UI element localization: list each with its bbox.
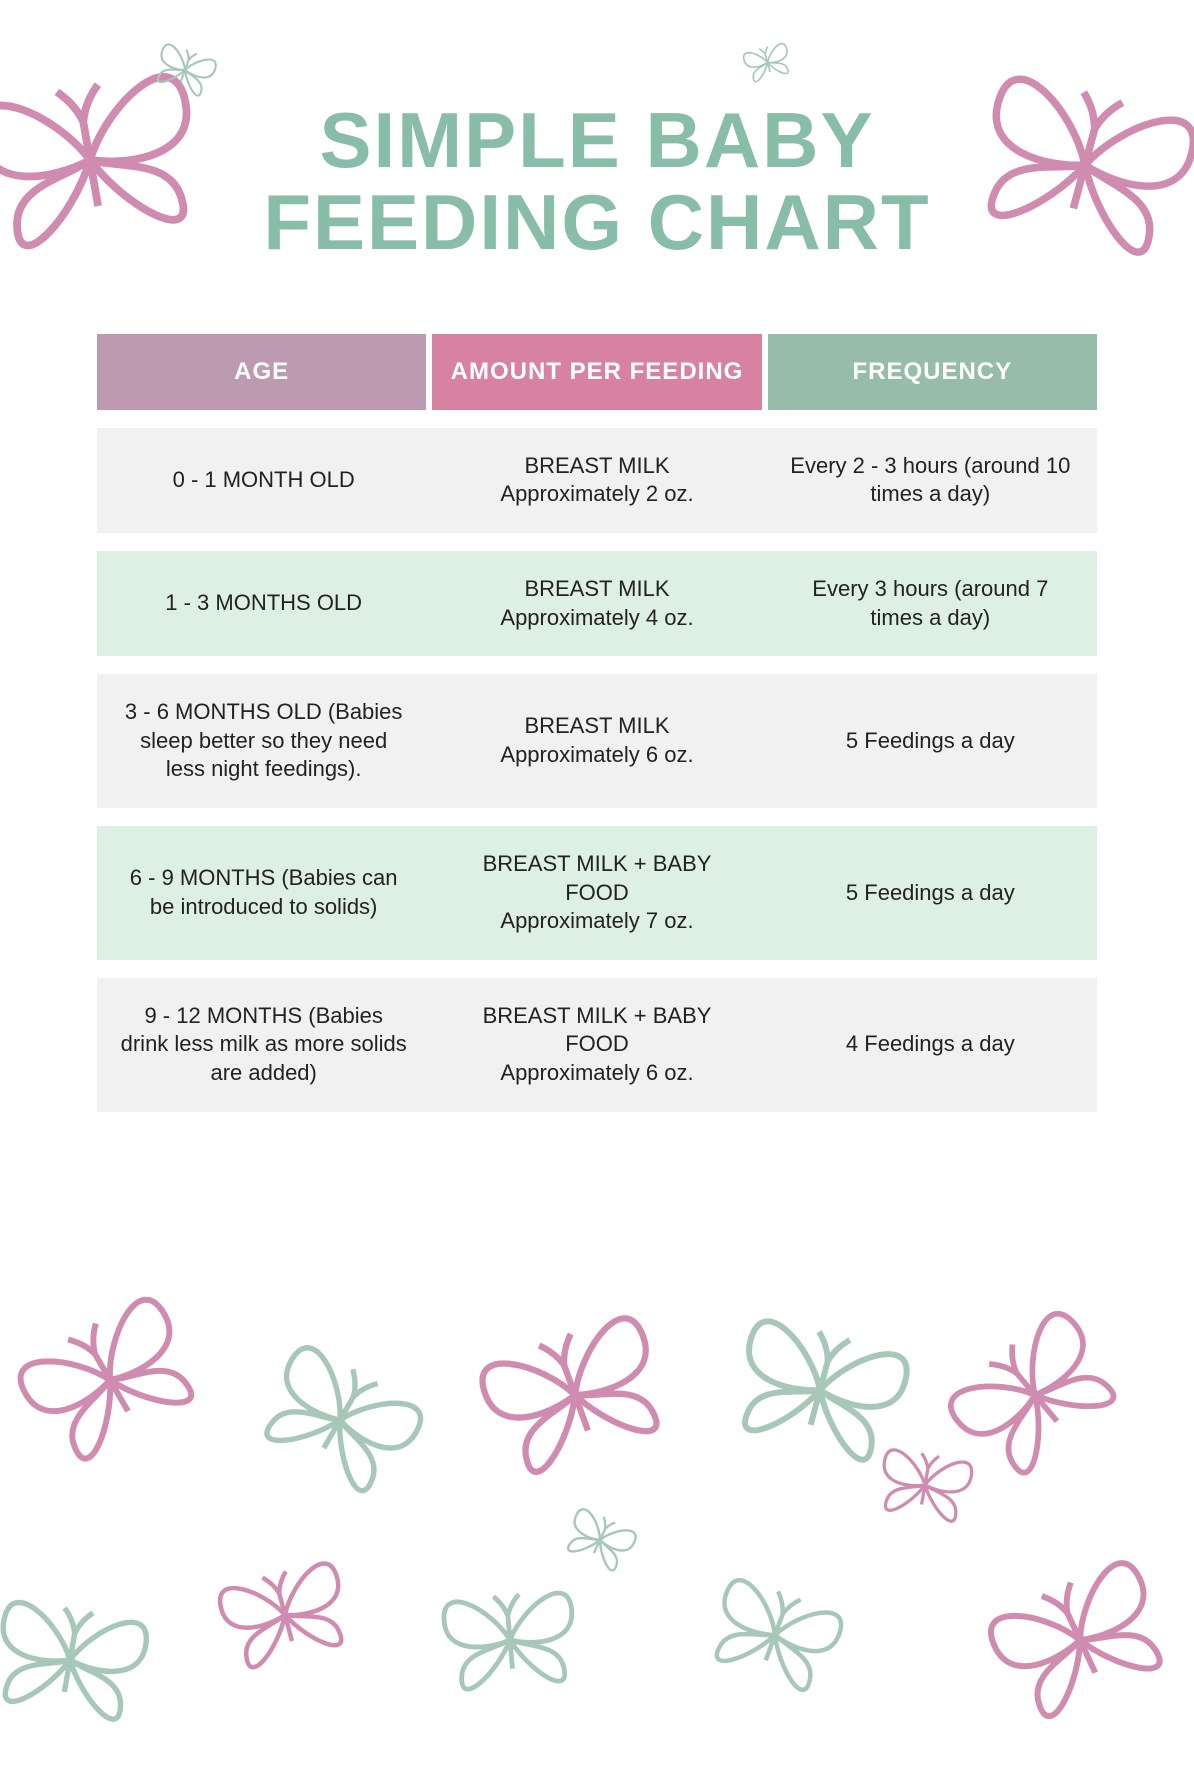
table-body: 0 - 1 MONTH OLDBREAST MILK Approximately…: [97, 428, 1097, 1112]
table-cell: BREAST MILK Approximately 2 oz.: [430, 428, 763, 533]
table-row: 0 - 1 MONTH OLDBREAST MILK Approximately…: [97, 428, 1097, 533]
table-header-cell: FREQUENCY: [768, 334, 1097, 410]
table-row: 1 - 3 MONTHS OLDBREAST MILK Approximatel…: [97, 551, 1097, 656]
table-cell: 1 - 3 MONTHS OLD: [97, 551, 430, 656]
butterfly-icon: [423, 1553, 596, 1726]
table-header-row: AGEAMOUNT PER FEEDINGFREQUENCY: [97, 334, 1097, 410]
table-row: 3 - 6 MONTHS OLD (Babies sleep better so…: [97, 674, 1097, 808]
feeding-table: AGEAMOUNT PER FEEDINGFREQUENCY 0 - 1 MON…: [97, 334, 1097, 1112]
table-row: 9 - 12 MONTHS (Babies drink less milk as…: [97, 978, 1097, 1112]
table-cell: Every 3 hours (around 7 times a day): [764, 551, 1097, 656]
table-cell: 9 - 12 MONTHS (Babies drink less milk as…: [97, 978, 430, 1112]
table-cell: BREAST MILK + BABY FOOD Approximately 7 …: [430, 826, 763, 960]
butterfly-icon: [193, 1523, 377, 1707]
table-cell: 3 - 6 MONTHS OLD (Babies sleep better so…: [97, 674, 430, 808]
table-row: 6 - 9 MONTHS (Babies can be introduced t…: [97, 826, 1097, 960]
butterfly-icon: [0, 1556, 174, 1765]
table-cell: Every 2 - 3 hours (around 10 times a day…: [764, 428, 1097, 533]
title-line-2: FEEDING CHART: [263, 178, 930, 266]
table-cell: BREAST MILK Approximately 4 oz.: [430, 551, 763, 656]
table-header-cell: AGE: [97, 334, 426, 410]
butterfly-icon: [861, 1421, 988, 1548]
table-cell: 5 Feedings a day: [764, 826, 1097, 960]
butterfly-icon: [679, 1539, 871, 1731]
butterfly-icon: [947, 1507, 1194, 1773]
table-cell: 6 - 9 MONTHS (Babies can be introduced t…: [97, 826, 430, 960]
table-cell: 0 - 1 MONTH OLD: [97, 428, 430, 533]
table-cell: BREAST MILK + BABY FOOD Approximately 6 …: [430, 978, 763, 1112]
table-cell: 5 Feedings a day: [764, 674, 1097, 808]
butterfly-icon: [0, 1243, 247, 1516]
table-header-cell: AMOUNT PER FEEDING: [432, 334, 761, 410]
table-cell: 4 Feedings a day: [764, 978, 1097, 1112]
butterfly-icon: [440, 1260, 709, 1529]
butterfly-icon: [217, 1297, 463, 1543]
table-cell: BREAST MILK Approximately 6 oz.: [430, 674, 763, 808]
title-line-1: SIMPLE BABY: [319, 96, 874, 184]
